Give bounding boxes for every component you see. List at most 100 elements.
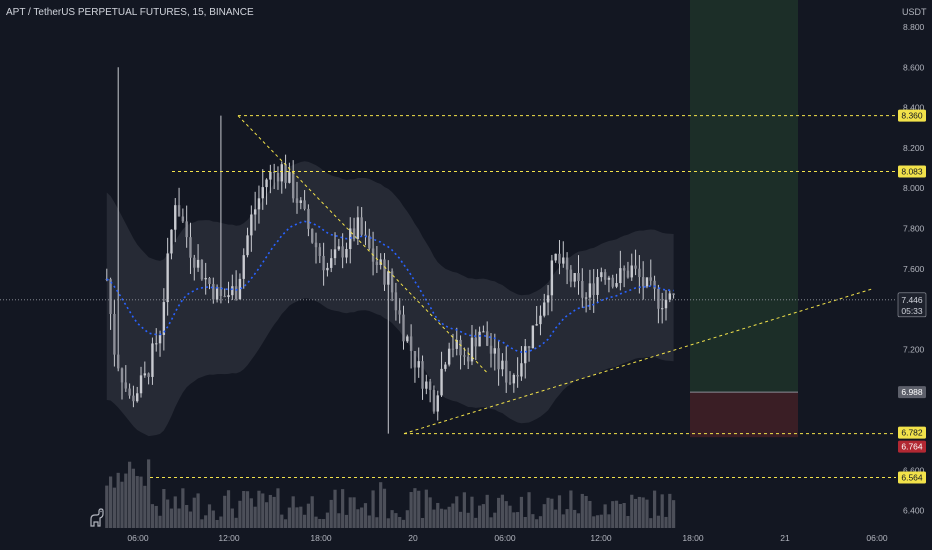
volume-bar (124, 473, 128, 528)
volume-bar (245, 491, 250, 528)
volume-bar (420, 517, 425, 528)
volume-bar (557, 495, 562, 528)
volume-bar (523, 516, 527, 528)
candle-body (314, 242, 318, 248)
volume-bar (584, 495, 588, 528)
volume-bar (238, 500, 242, 528)
volume-bar (409, 492, 413, 528)
candle-body (558, 253, 561, 264)
candle-body (299, 200, 302, 203)
candle-body (261, 187, 264, 199)
volume-bar (105, 485, 109, 528)
volume-bar (299, 506, 303, 528)
candle-body (440, 368, 443, 396)
volume-bar (565, 509, 569, 528)
volume-bar (341, 489, 345, 528)
candle-body (223, 296, 226, 298)
volume-bar (386, 518, 390, 528)
volume-bar (455, 496, 459, 528)
candle-body (162, 302, 166, 335)
candle-body (447, 348, 451, 365)
candle-body (459, 339, 462, 356)
volume-bar (512, 512, 516, 528)
candle-body (208, 277, 211, 285)
candle-body (596, 277, 599, 295)
candle-body (360, 217, 363, 235)
candle-body (215, 286, 219, 300)
candle-body (318, 247, 322, 256)
candle-body (539, 315, 542, 325)
volume-bar (462, 492, 466, 528)
volume-bar (379, 482, 383, 528)
candle-body (196, 259, 200, 268)
price-tag (898, 426, 926, 439)
candle-body (204, 277, 207, 280)
x-axis-tick-label: 12:00 (218, 533, 240, 543)
volume-bar (614, 500, 619, 528)
volume-bar (481, 504, 485, 528)
candle-body (120, 368, 124, 383)
volume-bar (261, 493, 265, 528)
volume-bar (436, 502, 440, 528)
volume-bar (116, 472, 120, 528)
volume-bar (139, 476, 143, 528)
candle-body (562, 257, 565, 264)
candle-body (147, 373, 150, 377)
price-tag (898, 165, 926, 178)
candle-body (200, 259, 204, 280)
volume-bar (272, 496, 276, 528)
candle-body (311, 228, 314, 243)
candle-body (280, 164, 283, 182)
candle-body (124, 382, 128, 389)
candle-body (466, 356, 470, 362)
volume-bar (622, 503, 626, 528)
candle-body (607, 277, 611, 280)
candle-body (592, 283, 595, 295)
volume-bar (474, 517, 478, 528)
moving-average-line (106, 220, 674, 353)
candle-body (577, 273, 580, 282)
y-axis-tick-label: 6.600 (903, 465, 925, 475)
candle-body (520, 363, 523, 377)
volume-bar (192, 497, 196, 528)
candle-body (497, 348, 500, 370)
price-tag-label: 6.782 (901, 428, 923, 438)
volume-bar (432, 509, 436, 528)
volume-bar (603, 504, 607, 528)
volume-bar (333, 489, 337, 528)
volume-bar (424, 489, 428, 528)
candle-body (554, 253, 557, 261)
candle-body (364, 234, 367, 236)
volume-bar (443, 509, 447, 528)
volume-bar (234, 517, 238, 528)
candle-body (136, 393, 139, 402)
price-tag-label: 6.764 (901, 442, 923, 452)
volume-bar (504, 501, 508, 528)
volume-bar (135, 476, 139, 528)
volume-bar (645, 499, 649, 528)
volume-bar (626, 516, 630, 528)
volume-bar (656, 515, 660, 528)
tradingview-dino-icon[interactable] (86, 507, 108, 529)
candle-body (143, 373, 147, 376)
candle-body (387, 271, 390, 285)
candle-body (619, 268, 622, 284)
candle-body (383, 259, 386, 285)
volume-bar (637, 496, 641, 528)
candle-body (409, 336, 413, 352)
candle-body (250, 214, 253, 236)
candle-body (257, 198, 261, 210)
candle-body (219, 286, 223, 297)
volume-bar (538, 516, 543, 528)
candle-body (421, 361, 424, 389)
volume-bar (283, 519, 288, 528)
volume-bar (158, 515, 162, 528)
volume-bar (249, 498, 253, 528)
candle-body (345, 249, 348, 258)
volume-bar (344, 514, 349, 528)
candle-body (531, 325, 535, 349)
volume-bar (128, 461, 132, 528)
price-tag (898, 471, 926, 484)
x-axis-tick-label: 20 (408, 533, 418, 543)
